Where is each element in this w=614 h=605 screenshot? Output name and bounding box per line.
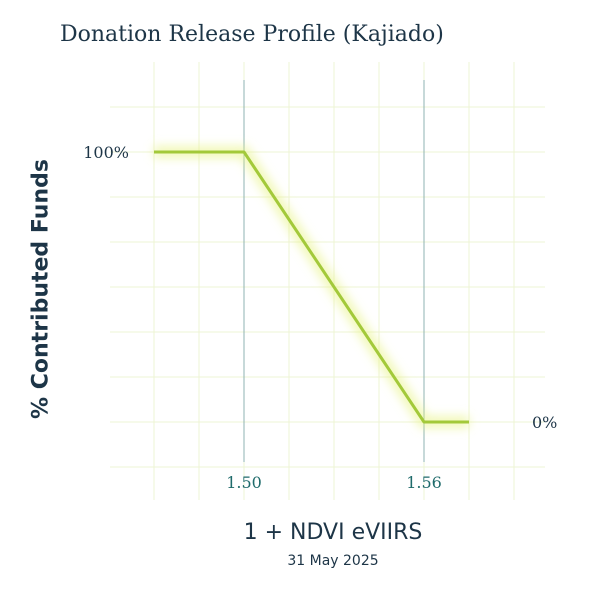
y-tick-label: 100%	[83, 143, 129, 162]
threshold-lines	[243, 80, 425, 462]
y-tick-label: 0%	[532, 413, 557, 432]
series-line	[154, 150, 469, 424]
chart-subtitle-date: 31 May 2025	[287, 553, 379, 569]
series-layer	[154, 146, 469, 428]
x-tick-label: 1.56	[406, 473, 442, 492]
chart-title: Donation Release Profile (Kajiado)	[60, 22, 444, 47]
tick-labels: 1.50 1.56 100% 0%	[83, 143, 557, 492]
x-tick-label: 1.50	[226, 473, 262, 492]
x-axis-label: 1 + NDVI eVIIRS	[243, 520, 423, 545]
